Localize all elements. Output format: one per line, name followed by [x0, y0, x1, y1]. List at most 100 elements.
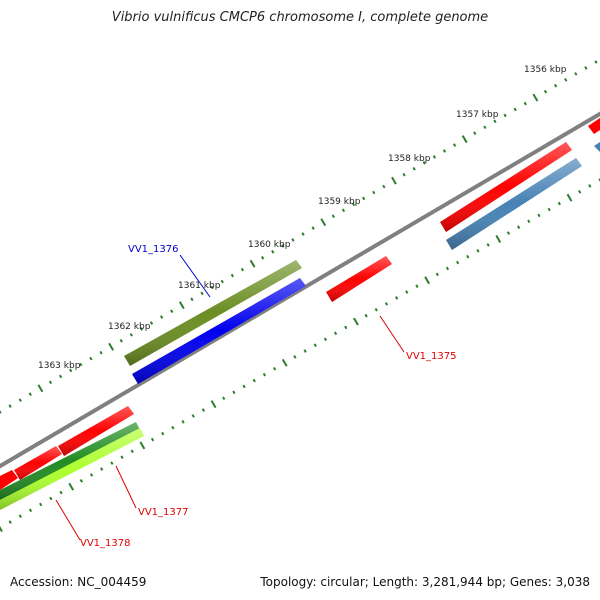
minor-tick: [594, 60, 598, 64]
minor-tick: [262, 372, 267, 377]
kbp-label-1360: 1360 kbp: [248, 240, 291, 250]
minor-tick: [598, 178, 600, 182]
minor-tick: [476, 248, 480, 253]
minor-tick: [456, 260, 460, 265]
minor-tick: [323, 337, 328, 342]
major-tick: [37, 384, 44, 393]
minor-tick: [252, 378, 256, 383]
major-tick: [108, 342, 115, 351]
minor-tick: [28, 392, 32, 397]
minor-tick: [200, 291, 204, 296]
minor-tick: [574, 72, 578, 76]
minor-tick: [384, 302, 389, 306]
minor-tick: [291, 238, 295, 242]
kbp-label-1363: 1363 kbp: [38, 361, 81, 371]
minor-tick: [240, 267, 245, 272]
gene-label-vv1-1376[interactable]: VV1_1376: [128, 244, 179, 255]
minor-tick: [547, 207, 551, 212]
gene-vv1-1377[interactable]: [0, 422, 140, 500]
minor-tick: [8, 404, 12, 408]
minor-tick: [99, 350, 103, 355]
map-title: Vibrio vulnificus CMCP6 chromosome I, co…: [111, 10, 489, 25]
minor-tick: [341, 208, 346, 213]
minor-tick: [405, 290, 409, 294]
minor-tick: [89, 356, 93, 361]
minor-tick: [333, 331, 338, 336]
minor-tick: [49, 496, 53, 501]
major-tick: [249, 259, 256, 268]
minor-tick: [230, 273, 234, 278]
minor-tick: [543, 89, 548, 94]
kbp-label-1359: 1359 kbp: [318, 197, 361, 207]
minor-tick: [222, 396, 226, 401]
gene-label-vv1-1377[interactable]: VV1_1377: [138, 507, 189, 518]
gene-vv1-1375[interactable]: [326, 256, 392, 302]
major-tick: [178, 301, 185, 310]
minor-tick: [412, 166, 416, 171]
minor-tick: [564, 77, 568, 82]
minor-tick: [100, 467, 104, 471]
minor-tick: [493, 119, 497, 124]
genome-backbone: [0, 111, 600, 469]
minor-tick: [445, 266, 450, 271]
gene-label-vv1-1378[interactable]: VV1_1378: [80, 538, 131, 549]
minor-tick: [191, 414, 195, 418]
minor-tick: [59, 490, 63, 495]
major-tick: [424, 276, 430, 285]
major-tick: [281, 358, 288, 367]
minor-tick: [69, 368, 73, 373]
minor-tick: [129, 333, 133, 337]
gene-vv1-1376-olive[interactable]: [124, 260, 302, 366]
minor-tick: [537, 213, 541, 218]
topology-text: Topology: circular; Length: 3,281,944 bp…: [260, 575, 590, 589]
major-tick: [566, 193, 573, 202]
gene-red-lower-left-1[interactable]: [58, 406, 134, 456]
minor-tick: [170, 309, 174, 313]
major-tick: [68, 482, 75, 491]
minor-tick: [28, 508, 33, 513]
minor-tick: [588, 184, 592, 188]
gene-vv1-1378[interactable]: [0, 428, 144, 510]
minor-tick: [513, 107, 517, 112]
minor-tick: [584, 66, 588, 70]
minor-tick: [271, 250, 275, 254]
major-tick: [353, 317, 359, 326]
minor-tick: [452, 143, 457, 147]
gene-vv1-1376[interactable]: [132, 278, 306, 384]
gene-red-lower-left-3[interactable]: [0, 470, 18, 490]
gene-red-lower-left-2[interactable]: [14, 446, 62, 480]
minor-tick: [150, 437, 155, 442]
minor-tick: [301, 232, 305, 236]
minor-tick: [58, 374, 63, 379]
gene-red-edge-right[interactable]: [588, 118, 600, 134]
gene-steelblue-edge-right[interactable]: [594, 142, 600, 152]
minor-tick: [119, 339, 123, 343]
accession-text: Accession: NC_004459: [10, 575, 147, 589]
minor-tick: [120, 455, 124, 460]
gene-label-vv1-1375[interactable]: VV1_1375: [406, 351, 457, 362]
minor-tick: [506, 231, 511, 235]
minor-tick: [313, 343, 317, 347]
minor-tick: [344, 325, 348, 330]
minor-tick: [160, 315, 164, 319]
minor-tick: [394, 296, 399, 300]
gene-steelblue-right[interactable]: [446, 158, 582, 250]
minor-tick: [149, 321, 154, 325]
gene-red-upper-right[interactable]: [440, 142, 572, 232]
kbp-label-1362: 1362 kbp: [108, 322, 151, 332]
minor-tick: [402, 172, 406, 177]
minor-tick: [293, 355, 297, 359]
minor-tick: [232, 390, 236, 395]
minor-tick: [486, 243, 490, 247]
major-tick: [532, 93, 539, 102]
minor-tick: [18, 398, 22, 402]
outer-tick-marks: [0, 60, 598, 414]
minor-tick: [190, 297, 194, 302]
inner-tick-marks: [0, 178, 600, 532]
minor-tick: [331, 214, 335, 219]
minor-tick: [351, 202, 356, 207]
minor-tick: [442, 149, 447, 153]
minor-tick: [210, 285, 214, 290]
minor-tick: [503, 113, 507, 118]
